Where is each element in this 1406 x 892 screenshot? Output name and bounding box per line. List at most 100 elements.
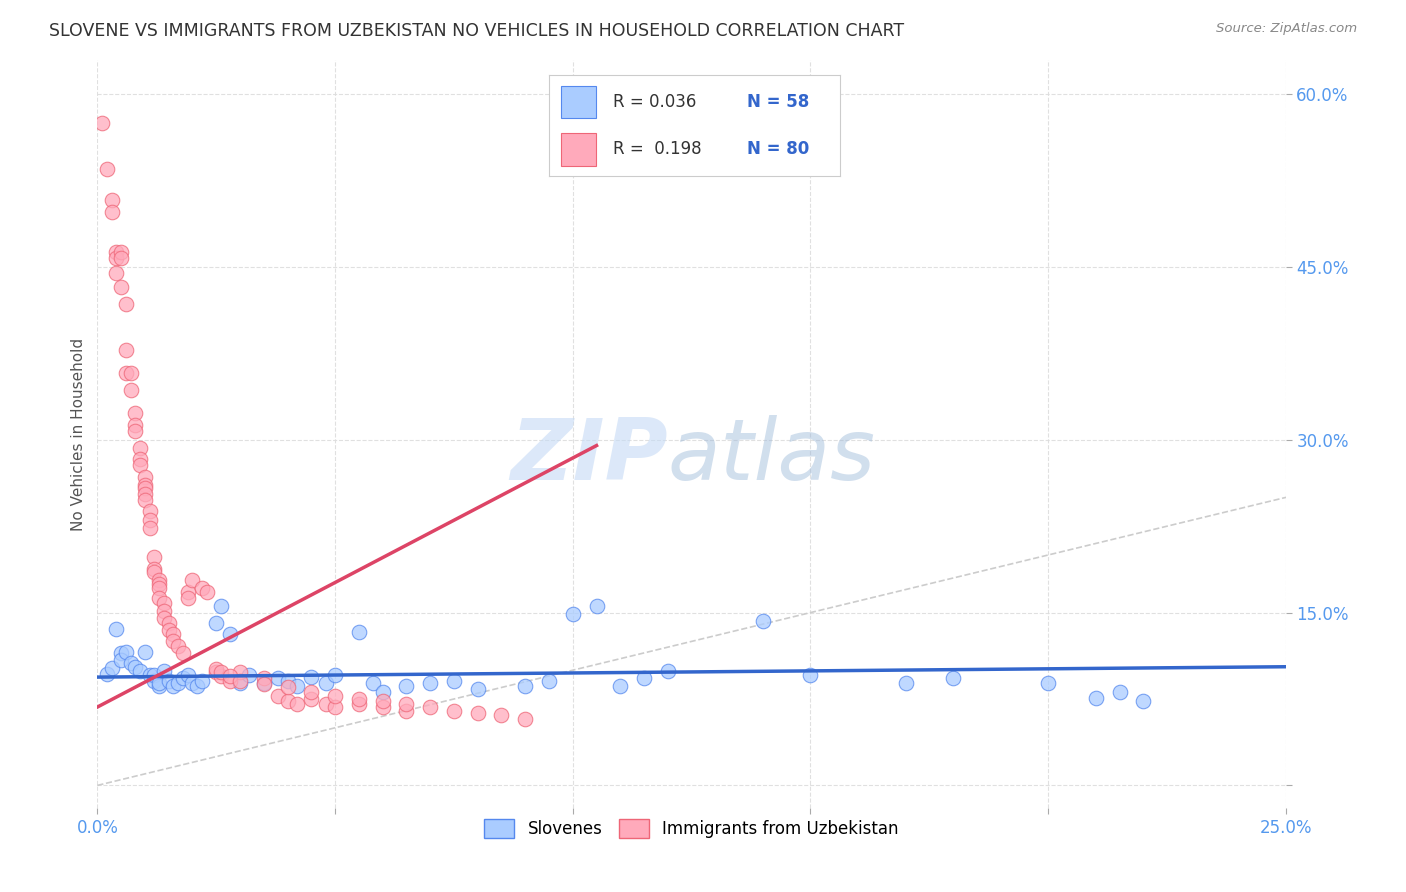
Point	[267, 689, 290, 703]
Point	[110, 245, 132, 260]
Point	[143, 550, 166, 565]
Point	[181, 676, 204, 690]
Point	[561, 607, 583, 621]
Point	[157, 615, 180, 630]
Point	[172, 671, 194, 685]
Point	[419, 676, 441, 690]
Point	[395, 679, 418, 693]
Point	[105, 245, 128, 260]
Point	[134, 477, 156, 491]
Point	[162, 634, 184, 648]
Point	[96, 666, 118, 681]
Point	[299, 685, 322, 699]
Point	[124, 417, 146, 432]
Point	[143, 562, 166, 576]
Point	[96, 162, 118, 177]
Point	[285, 697, 308, 711]
Point	[157, 673, 180, 688]
Point	[143, 668, 166, 682]
Point	[315, 676, 337, 690]
Point	[134, 469, 156, 483]
Point	[253, 671, 276, 685]
Point	[138, 668, 160, 682]
Point	[110, 653, 132, 667]
Point	[585, 599, 607, 613]
Point	[1084, 690, 1107, 705]
Point	[134, 645, 156, 659]
Point	[205, 615, 228, 630]
Point	[491, 708, 513, 723]
Point	[267, 671, 290, 685]
Text: atlas: atlas	[668, 415, 876, 498]
Point	[138, 504, 160, 518]
Legend: Slovenes, Immigrants from Uzbekistan: Slovenes, Immigrants from Uzbekistan	[478, 813, 905, 845]
Point	[167, 639, 190, 653]
Point	[323, 689, 346, 703]
Point	[419, 700, 441, 714]
Point	[395, 704, 418, 718]
Point	[186, 679, 208, 693]
Point	[371, 700, 394, 714]
Point	[467, 706, 489, 720]
Point	[100, 661, 122, 675]
Point	[1038, 676, 1060, 690]
Text: Source: ZipAtlas.com: Source: ZipAtlas.com	[1216, 22, 1357, 36]
Point	[205, 662, 228, 676]
Point	[172, 646, 194, 660]
Point	[134, 481, 156, 495]
Point	[129, 665, 152, 679]
Point	[115, 366, 138, 380]
Point	[515, 679, 537, 693]
Point	[347, 692, 370, 706]
Point	[162, 679, 184, 693]
Point	[371, 694, 394, 708]
Y-axis label: No Vehicles in Household: No Vehicles in Household	[72, 337, 86, 531]
Point	[148, 679, 170, 693]
Point	[120, 657, 142, 671]
Point	[942, 671, 965, 685]
Point	[361, 676, 384, 690]
Point	[129, 452, 152, 467]
Point	[148, 591, 170, 605]
Point	[315, 697, 337, 711]
Point	[134, 492, 156, 507]
Point	[238, 668, 260, 682]
Point	[110, 251, 132, 265]
Point	[209, 599, 232, 613]
Point	[176, 591, 198, 605]
Point	[205, 665, 228, 680]
Point	[138, 521, 160, 535]
Point	[191, 673, 214, 688]
Point	[347, 697, 370, 711]
Point	[323, 700, 346, 714]
Point	[219, 669, 242, 683]
Point	[105, 266, 128, 280]
Point	[129, 458, 152, 472]
Point	[91, 116, 114, 130]
Point	[124, 424, 146, 438]
Point	[195, 585, 218, 599]
Point	[276, 694, 298, 708]
Point	[134, 487, 156, 501]
Point	[467, 681, 489, 696]
Point	[148, 576, 170, 591]
Point	[323, 668, 346, 682]
Point	[799, 668, 821, 682]
Point	[143, 673, 166, 688]
Point	[110, 279, 132, 293]
Point	[219, 627, 242, 641]
Point	[276, 681, 298, 695]
Point	[894, 676, 917, 690]
Point	[176, 668, 198, 682]
Point	[395, 697, 418, 711]
Point	[105, 622, 128, 636]
Point	[153, 665, 176, 679]
Point	[153, 596, 176, 610]
Point	[371, 685, 394, 699]
Point	[752, 614, 775, 628]
Point	[285, 679, 308, 693]
Point	[229, 673, 252, 688]
Point	[129, 441, 152, 455]
Point	[100, 204, 122, 219]
Point	[537, 673, 560, 688]
